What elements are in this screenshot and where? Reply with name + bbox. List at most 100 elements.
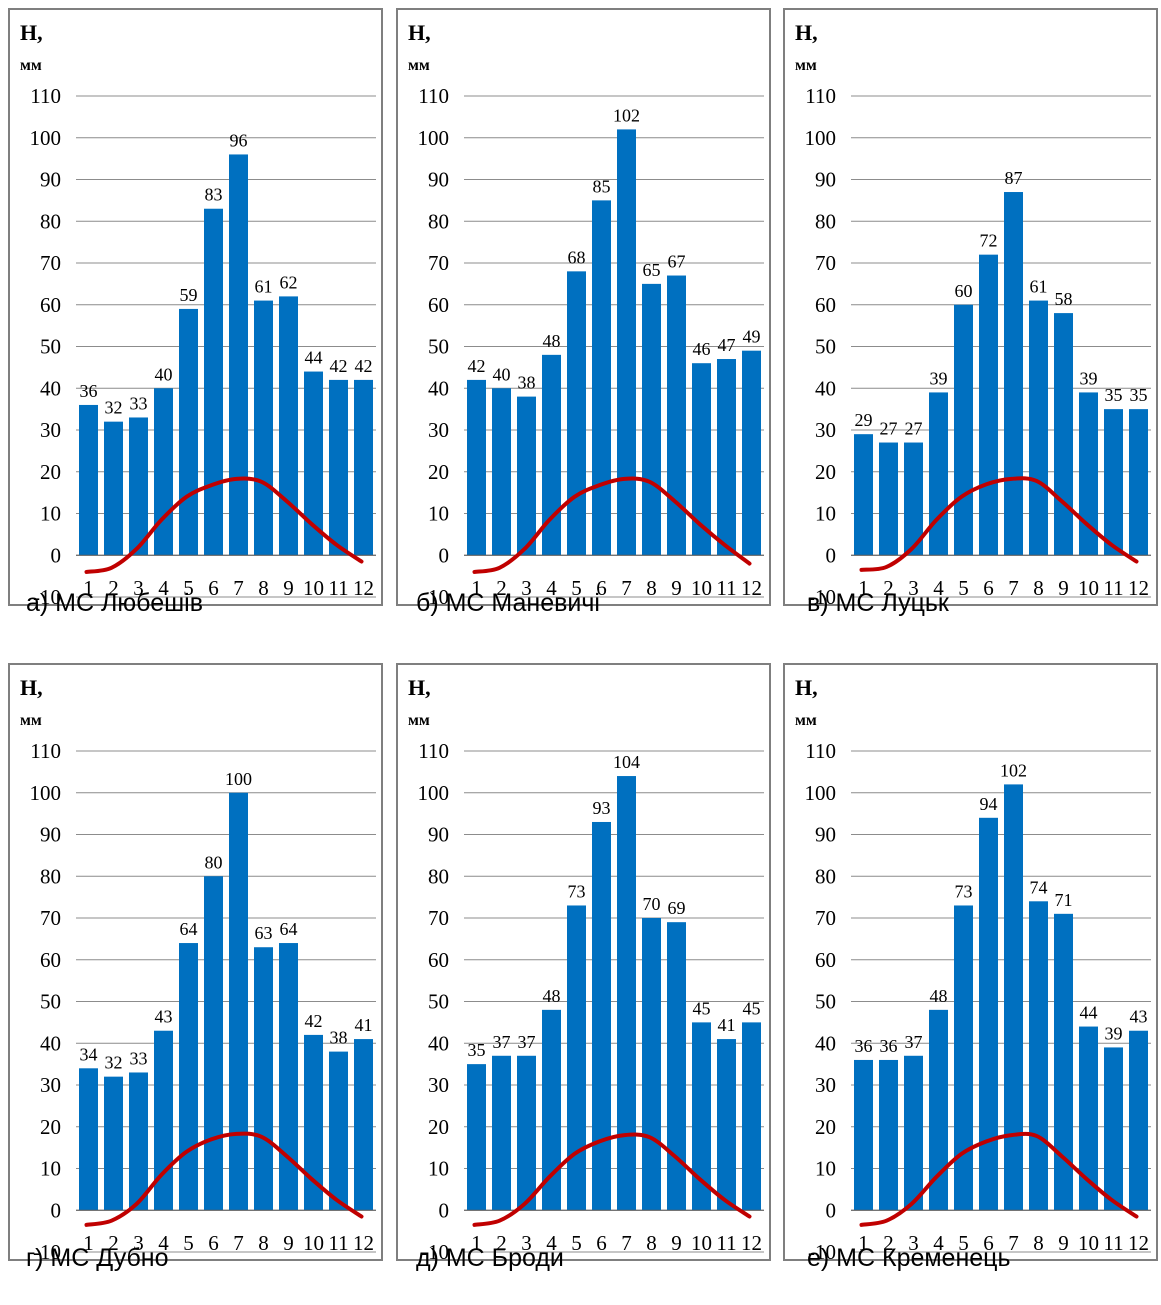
y-tick-label: 0 [826,543,837,567]
x-tick-label: 6 [208,576,219,600]
bar [742,350,761,556]
chart-panel: Н, мм -10 0 10 20 30 40 50 60 70 80 90 100 110 35 37 37 48… [396,663,771,1261]
bar [617,129,636,556]
x-tick-label: 8 [646,576,657,600]
bar-data-label: 39 [1080,368,1098,388]
chart-caption: г) МС Дубно [26,1244,169,1272]
x-tick-label: 11 [716,576,736,600]
temperature-line [859,1131,1139,1227]
y-tick-label: -10 [421,1240,449,1259]
bar-data-label: 41 [718,1015,736,1035]
bar [354,379,373,556]
chart-caption: а) МС Любешів [26,589,203,617]
chart-caption: в) МС Луцьк [807,589,949,617]
y-tick-label: 40 [40,1031,61,1055]
bar-data-label: 27 [880,419,898,439]
bar [1104,1047,1123,1211]
y-tick-label: 90 [40,823,61,847]
bar-data-label: 48 [543,986,561,1006]
y-tick-label: 10 [40,502,61,526]
bar [104,1076,123,1211]
x-tick-label: 6 [208,1231,219,1255]
y-tick-label: 40 [428,376,449,400]
bar [1129,1030,1148,1211]
x-tick-label: 6 [596,576,607,600]
y-tick-label: 30 [428,1073,449,1097]
y-tick-label: 90 [428,823,449,847]
bar [929,1009,948,1211]
bar [354,1039,373,1211]
bar-data-label: 37 [493,1032,511,1052]
y-tick-label: 100 [805,781,837,805]
x-tick-label: 4 [158,1231,169,1255]
bar [592,821,611,1211]
x-tick-label: 7 [233,1231,244,1255]
bar-data-label: 61 [1030,277,1048,297]
y-tick-label: 90 [428,168,449,192]
bar [854,1059,873,1211]
bar-data-label: 33 [130,393,148,413]
bar [492,388,511,556]
chart-caption: е) МС Кременець [807,1244,1011,1272]
y-tick-label: 50 [40,335,61,359]
bar-data-label: 44 [305,348,323,368]
chart-panel: Н, мм -10 0 10 20 30 40 50 60 70 80 90 100 110 36 36 37 48… [783,663,1158,1261]
bar [517,1055,536,1211]
y-tick-label: 30 [40,1073,61,1097]
y-tick-label: 20 [40,460,61,484]
bar [254,300,273,556]
y-tick-label: 10 [428,1157,449,1181]
bar [954,905,973,1211]
x-tick-label: 10 [691,576,712,600]
y-tick-label: -10 [421,585,449,604]
bar [1104,409,1123,556]
y-tick-label: 70 [428,251,449,275]
y-tick-label: 30 [40,418,61,442]
bar [129,1072,148,1211]
x-tick-label: 9 [671,576,682,600]
y-tick-label: 70 [815,251,836,275]
y-axis-label: Н, [20,20,43,45]
y-axis-label: Н, [20,675,43,700]
y-axis-label-unit: мм [795,712,817,729]
bar [742,1022,761,1211]
bar-data-label: 47 [718,335,736,355]
y-axis-label: Н, [795,20,818,45]
bar-data-label: 42 [468,356,486,376]
x-tick-label: 6 [596,1231,607,1255]
bar [567,271,586,556]
y-tick-label: 80 [40,209,61,233]
x-tick-label: 10 [1078,576,1099,600]
bar-data-label: 36 [80,381,98,401]
bar [592,200,611,556]
x-tick-label: 1 [858,1231,869,1255]
x-tick-label: 12 [741,576,762,600]
bar-data-label: 35 [1105,385,1123,405]
bar-data-label: 27 [905,419,923,439]
chart-panel: Н, мм -10 0 10 20 30 40 50 60 70 80 90 100 110 42 40 38 48… [396,8,771,606]
bar-data-label: 70 [643,894,661,914]
bar [1079,392,1098,556]
x-tick-label: 8 [258,576,269,600]
bar-data-label: 39 [930,368,948,388]
bar-data-label: 71 [1055,890,1073,910]
bar-data-label: 85 [593,176,611,196]
x-tick-label: 2 [108,576,119,600]
x-tick-label: 9 [671,1231,682,1255]
bar [879,442,898,556]
x-tick-label: 6 [983,576,994,600]
bar-data-label: 61 [255,277,273,297]
bar-data-label: 64 [180,919,198,939]
bar [517,396,536,556]
bar [1129,409,1148,556]
x-tick-label: 4 [546,576,557,600]
bar [229,154,248,556]
bar [179,308,198,556]
y-tick-label: 100 [30,781,62,805]
y-tick-label: 40 [40,376,61,400]
x-tick-label: 7 [1008,1231,1019,1255]
x-tick-label: 12 [353,1231,374,1255]
x-tick-label: 3 [521,1231,532,1255]
x-tick-label: 2 [108,1231,119,1255]
